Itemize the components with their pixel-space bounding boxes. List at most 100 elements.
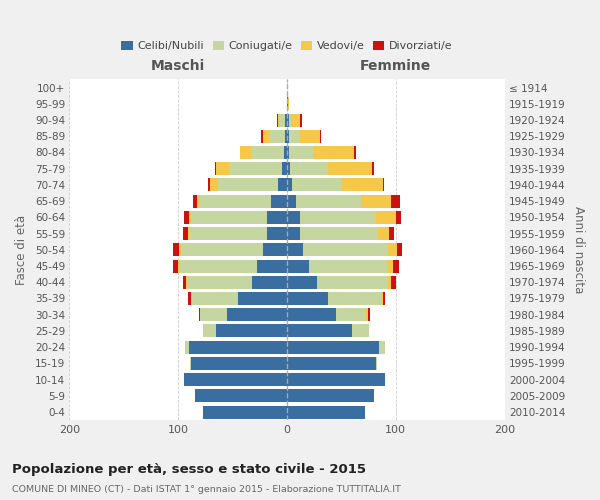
Bar	[292, 178, 341, 192]
Bar	[189, 340, 287, 353]
Bar	[278, 178, 287, 192]
Bar	[287, 178, 292, 192]
Bar	[352, 324, 368, 338]
Bar	[389, 227, 394, 240]
Bar	[287, 114, 289, 126]
Bar	[252, 276, 287, 288]
Bar	[287, 162, 290, 175]
Bar	[194, 390, 287, 402]
Bar	[328, 162, 372, 175]
Bar	[317, 276, 388, 288]
Bar	[188, 292, 191, 305]
Bar	[300, 227, 379, 240]
Bar	[200, 194, 271, 207]
Bar	[184, 373, 287, 386]
Text: Femmine: Femmine	[360, 58, 431, 72]
Bar	[287, 276, 317, 288]
Bar	[289, 130, 300, 143]
Bar	[300, 130, 320, 143]
Bar	[376, 211, 396, 224]
Bar	[388, 276, 391, 288]
Bar	[287, 194, 296, 207]
Bar	[379, 227, 389, 240]
Bar	[218, 178, 278, 192]
Bar	[251, 146, 284, 159]
Bar	[287, 308, 336, 321]
Bar	[288, 98, 289, 110]
Bar	[229, 162, 281, 175]
Bar	[178, 260, 181, 272]
Bar	[193, 292, 238, 305]
Bar	[300, 211, 376, 224]
Bar	[182, 227, 188, 240]
Bar	[328, 292, 380, 305]
Bar	[268, 211, 287, 224]
Bar	[277, 114, 278, 126]
Bar	[284, 146, 287, 159]
Bar	[285, 114, 287, 126]
Bar	[269, 130, 285, 143]
Bar	[292, 114, 300, 126]
Bar	[391, 194, 400, 207]
Bar	[181, 244, 263, 256]
Bar	[287, 130, 289, 143]
Bar	[184, 211, 189, 224]
Bar	[287, 98, 288, 110]
Bar	[296, 194, 361, 207]
Bar	[173, 244, 179, 256]
Bar	[185, 340, 186, 353]
Bar	[191, 211, 268, 224]
Text: Maschi: Maschi	[151, 58, 205, 72]
Bar	[200, 308, 227, 321]
Bar	[287, 340, 379, 353]
Bar	[240, 146, 251, 159]
Bar	[372, 162, 374, 175]
Bar	[203, 324, 216, 338]
Y-axis label: Fasce di età: Fasce di età	[15, 215, 28, 285]
Bar	[287, 373, 385, 386]
Bar	[396, 211, 401, 224]
Bar	[290, 162, 328, 175]
Bar	[287, 406, 365, 418]
Bar	[263, 244, 287, 256]
Bar	[287, 227, 300, 240]
Bar	[287, 260, 309, 272]
Bar	[379, 340, 385, 353]
Bar	[289, 114, 292, 126]
Bar	[380, 292, 383, 305]
Bar	[257, 260, 287, 272]
Bar	[187, 276, 252, 288]
Bar	[313, 146, 355, 159]
Text: Popolazione per età, sesso e stato civile - 2015: Popolazione per età, sesso e stato civil…	[12, 462, 366, 475]
Bar	[271, 194, 287, 207]
Bar	[216, 162, 229, 175]
Bar	[191, 292, 193, 305]
Y-axis label: Anni di nascita: Anni di nascita	[572, 206, 585, 294]
Bar	[287, 292, 328, 305]
Bar	[210, 178, 218, 192]
Bar	[387, 260, 392, 272]
Bar	[397, 244, 403, 256]
Bar	[287, 390, 374, 402]
Bar	[336, 308, 367, 321]
Bar	[261, 130, 263, 143]
Bar	[227, 308, 287, 321]
Bar	[383, 292, 385, 305]
Bar	[181, 260, 257, 272]
Bar	[289, 146, 313, 159]
Bar	[287, 244, 304, 256]
Bar	[368, 308, 370, 321]
Text: COMUNE DI MINEO (CT) - Dati ISTAT 1° gennaio 2015 - Elaborazione TUTTITALIA.IT: COMUNE DI MINEO (CT) - Dati ISTAT 1° gen…	[12, 485, 401, 494]
Bar	[392, 260, 399, 272]
Bar	[391, 276, 396, 288]
Bar	[197, 194, 200, 207]
Bar	[189, 211, 191, 224]
Bar	[215, 162, 216, 175]
Bar	[287, 324, 352, 338]
Bar	[216, 324, 287, 338]
Bar	[355, 146, 356, 159]
Bar	[383, 178, 384, 192]
Bar	[191, 357, 287, 370]
Bar	[193, 194, 197, 207]
Bar	[268, 227, 287, 240]
